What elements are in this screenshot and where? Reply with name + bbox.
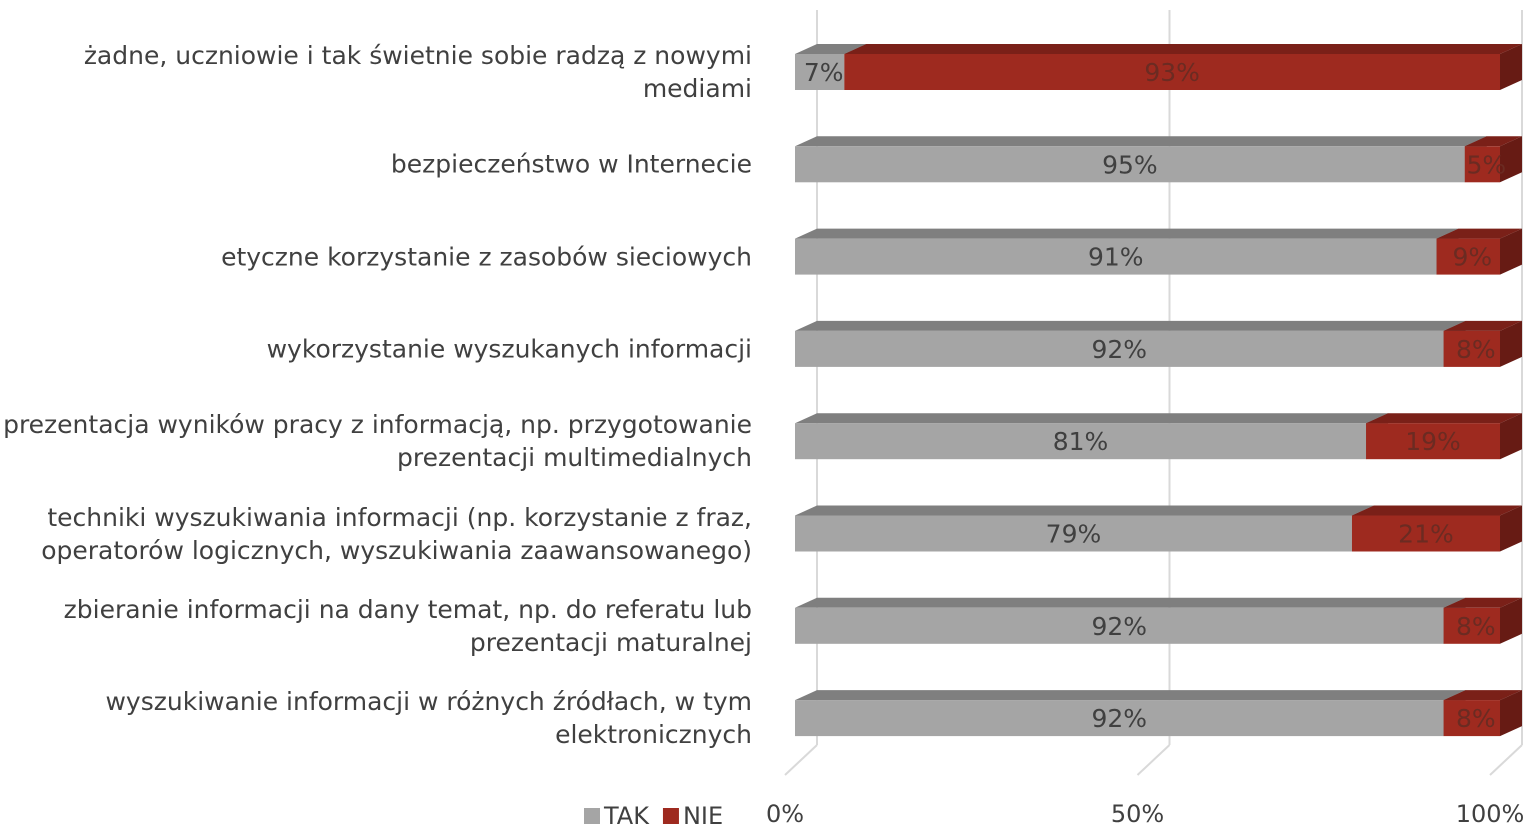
bar xyxy=(795,700,1444,737)
bar-top xyxy=(795,228,1459,239)
data-label: 93% xyxy=(1144,58,1200,87)
data-label: 91% xyxy=(1088,243,1144,272)
category-label: etyczne korzystanie z zasobów sieciowych xyxy=(221,242,752,272)
legend-label: NIE xyxy=(683,802,723,829)
category-label: żadne, uczniowie i tak świetnie sobie ra… xyxy=(83,41,752,103)
bar-top xyxy=(795,44,867,54)
bar-side xyxy=(1500,136,1522,183)
data-label: 21% xyxy=(1398,520,1454,549)
bar-side xyxy=(1500,690,1522,737)
bar xyxy=(795,146,1465,183)
data-label: 9% xyxy=(1452,243,1492,272)
data-label: 92% xyxy=(1092,335,1148,364)
bar xyxy=(1464,146,1500,183)
data-label: 79% xyxy=(1046,520,1102,549)
bar-side xyxy=(1500,505,1522,552)
bar-top xyxy=(844,44,1522,54)
x-tick-label: 100% xyxy=(1456,800,1525,828)
bar xyxy=(795,423,1367,460)
bar-top xyxy=(795,597,1466,608)
category-label: wyszukiwanie informacji w różnych źródła… xyxy=(105,687,752,750)
grid-line-floor xyxy=(1136,744,1171,776)
bar xyxy=(795,607,1444,644)
category-label: wykorzystanie wyszukanych informacji xyxy=(266,334,752,364)
legend-label: TAK xyxy=(603,802,650,829)
data-label: 95% xyxy=(1102,150,1158,179)
category-label: zbieranie informacji na dany temat, np. … xyxy=(63,594,752,657)
bar xyxy=(1443,700,1500,737)
bar xyxy=(795,515,1352,552)
bar xyxy=(1351,515,1500,552)
bar xyxy=(1443,330,1500,367)
bar-side xyxy=(1500,228,1522,275)
bar xyxy=(795,330,1444,367)
data-label: 8% xyxy=(1456,335,1496,364)
bar-top xyxy=(1443,690,1522,701)
bar-top xyxy=(1443,597,1522,608)
data-label: 19% xyxy=(1405,427,1461,456)
grid-line-floor xyxy=(784,744,818,776)
bar-top xyxy=(1351,505,1522,516)
data-label: 8% xyxy=(1456,704,1496,733)
legend-swatch xyxy=(584,808,600,824)
data-label: 92% xyxy=(1092,704,1148,733)
bar xyxy=(1366,423,1500,460)
data-label: 92% xyxy=(1092,612,1148,641)
category-label: techniki wyszukiwania informacji (np. ko… xyxy=(41,502,752,565)
bar-side xyxy=(1500,413,1522,460)
bar xyxy=(795,238,1437,275)
data-label: 5% xyxy=(1467,150,1507,179)
bar-side xyxy=(1500,44,1522,90)
grid-line-floor xyxy=(1489,744,1523,776)
legend-swatch xyxy=(662,808,679,824)
bar-top xyxy=(795,320,1466,331)
bar-top xyxy=(795,505,1374,516)
data-label: 8% xyxy=(1456,612,1496,641)
bar xyxy=(1443,607,1500,644)
bar-top xyxy=(1464,136,1522,147)
bar-top xyxy=(795,690,1466,701)
category-label: bezpieczeństwo w Internecie xyxy=(390,149,752,179)
data-label: 81% xyxy=(1053,427,1109,456)
data-label: 7% xyxy=(804,58,844,87)
category-label: prezentacja wyników pracy z informacją, … xyxy=(3,410,752,473)
bar-top xyxy=(795,413,1389,424)
bar-top xyxy=(795,136,1487,147)
bar xyxy=(844,54,1500,90)
bar-side xyxy=(1500,597,1522,644)
bar-top xyxy=(1443,320,1522,331)
bar-side xyxy=(1500,320,1522,367)
x-tick-label: 0% xyxy=(766,800,804,828)
bar-top xyxy=(1436,228,1522,239)
bar-top xyxy=(1366,413,1522,424)
x-tick-label: 50% xyxy=(1111,800,1164,828)
bar xyxy=(795,54,845,90)
bar xyxy=(1436,238,1500,275)
